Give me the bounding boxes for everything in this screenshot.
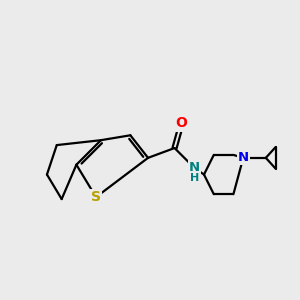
Text: N: N bbox=[189, 161, 200, 174]
Text: O: O bbox=[176, 116, 187, 130]
Text: H: H bbox=[190, 173, 199, 183]
Text: N: N bbox=[238, 152, 249, 164]
Text: S: S bbox=[91, 190, 101, 204]
